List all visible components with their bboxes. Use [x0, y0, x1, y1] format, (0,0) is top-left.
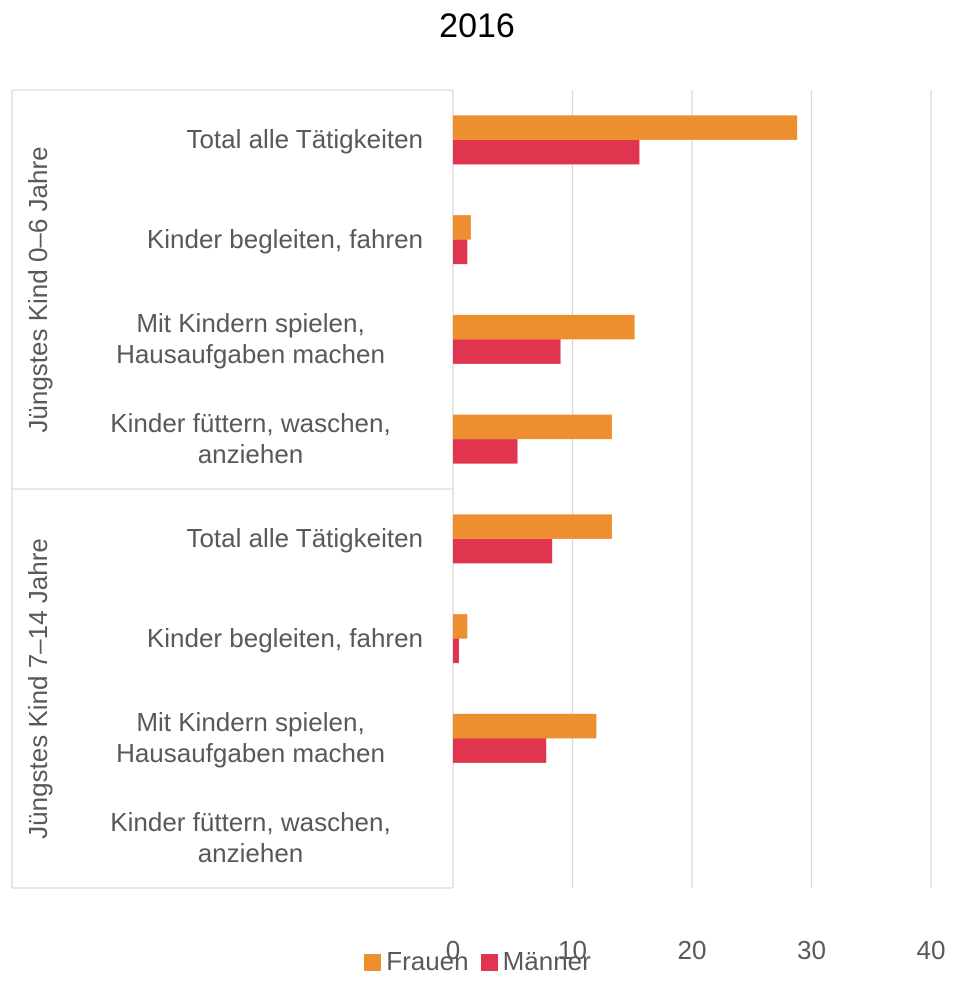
- bar: [453, 239, 468, 265]
- legend-item: Frauen: [364, 946, 469, 977]
- category-label: Total alle Tätigkeiten: [63, 479, 423, 599]
- category-label: Kinder füttern, waschen, anziehen: [63, 379, 423, 499]
- x-tick-label: 30: [797, 935, 826, 965]
- category-label: Kinder füttern, waschen, anziehen: [63, 778, 423, 898]
- category-text: Kinder begleiten, fahren: [146, 623, 423, 654]
- bar: [453, 638, 459, 664]
- bar: [453, 514, 612, 539]
- bar: [453, 314, 635, 340]
- x-tick-label: 20: [678, 935, 707, 965]
- category-label: Mit Kindern spielen, Hausaufgaben machen: [63, 279, 423, 399]
- group-label: Jüngstes Kind 0–6 Jahre: [23, 146, 53, 432]
- bar: [453, 414, 612, 440]
- bar: [453, 439, 518, 464]
- bar: [453, 738, 547, 763]
- bar: [453, 115, 798, 140]
- category-text: Mit Kindern spielen, Hausaufgaben machen: [116, 707, 385, 769]
- category-text: Mit Kindern spielen, Hausaufgaben machen: [116, 308, 385, 370]
- category-text: Kinder begleiten, fahren: [146, 224, 423, 255]
- bar: [453, 614, 468, 639]
- x-tick-label: 40: [917, 935, 946, 965]
- x-tick-label: 0: [446, 935, 460, 965]
- chart-title: 2016: [439, 7, 515, 45]
- legend-label: Frauen: [386, 946, 469, 976]
- legend-swatch: [364, 954, 382, 971]
- category-text: Total alle Tätigkeiten: [186, 523, 423, 554]
- legend-item: Männer: [480, 946, 591, 977]
- x-tick-label: 10: [558, 935, 587, 965]
- category-label: Total alle Tätigkeiten: [63, 80, 423, 200]
- bar: [453, 215, 471, 240]
- bar: [453, 139, 640, 165]
- bar: [453, 713, 597, 739]
- bar: [453, 538, 553, 564]
- category-text: Kinder füttern, waschen, anziehen: [110, 408, 391, 470]
- category-text: Total alle Tätigkeiten: [186, 124, 423, 155]
- legend-swatch: [480, 954, 498, 971]
- group-label: Jüngstes Kind 7–14 Jahre: [23, 538, 53, 839]
- category-label: Kinder begleiten, fahren: [63, 180, 423, 300]
- legend: Frauen Männer: [0, 946, 955, 977]
- category-label: Kinder begleiten, fahren: [63, 579, 423, 699]
- bar: [453, 339, 561, 364]
- category-label: Mit Kindern spielen, Hausaufgaben machen: [63, 678, 423, 798]
- legend-label: Männer: [502, 946, 591, 976]
- category-text: Kinder füttern, waschen, anziehen: [110, 807, 391, 869]
